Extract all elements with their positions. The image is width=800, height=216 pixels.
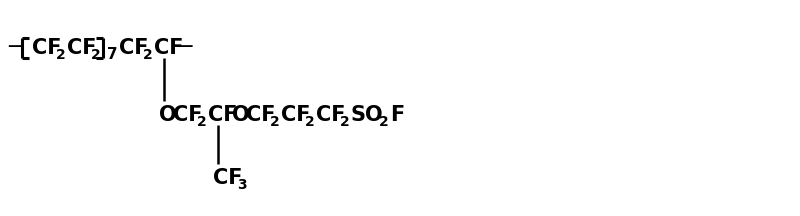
Text: 2: 2 xyxy=(91,48,101,62)
Text: 2: 2 xyxy=(56,48,66,62)
Text: CF: CF xyxy=(119,38,149,58)
Text: CF: CF xyxy=(154,38,183,58)
Text: 2: 2 xyxy=(379,115,389,129)
Text: CF: CF xyxy=(246,105,275,125)
Text: 2: 2 xyxy=(305,115,314,129)
Text: CF: CF xyxy=(316,105,346,125)
Text: O: O xyxy=(159,105,177,125)
Text: O: O xyxy=(232,105,250,125)
Text: CF: CF xyxy=(32,38,62,58)
Text: CF: CF xyxy=(281,105,310,125)
Text: CF: CF xyxy=(208,105,238,125)
Text: F: F xyxy=(390,105,404,125)
Text: CF: CF xyxy=(213,168,242,188)
Text: ─: ─ xyxy=(178,38,191,58)
Text: 2: 2 xyxy=(270,115,280,129)
Text: 2: 2 xyxy=(143,48,153,62)
Text: 7: 7 xyxy=(107,47,118,62)
Text: CF: CF xyxy=(67,38,97,58)
Text: ─: ─ xyxy=(8,38,22,58)
Text: 2: 2 xyxy=(340,115,350,129)
Text: 2: 2 xyxy=(197,115,206,129)
Text: 3: 3 xyxy=(237,178,246,192)
Text: CF: CF xyxy=(173,105,202,125)
Text: SO: SO xyxy=(351,105,384,125)
